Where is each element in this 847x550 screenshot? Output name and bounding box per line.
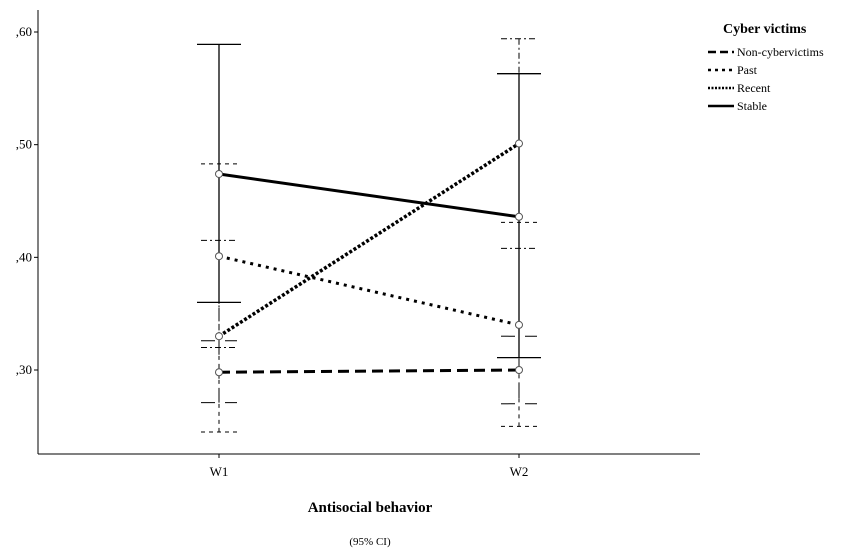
data-markers xyxy=(215,139,523,377)
series-lines xyxy=(218,142,520,374)
data-point-stable xyxy=(215,169,223,178)
legend-label-stable: Stable xyxy=(737,99,767,113)
series-line-stable xyxy=(218,172,520,219)
series-line-past xyxy=(218,254,520,327)
data-point-recent xyxy=(215,332,223,341)
data-point-past xyxy=(215,252,223,261)
data-point-recent xyxy=(515,139,523,148)
error-bars xyxy=(197,38,541,433)
axes: ,30 ,40 ,50 ,60 W1 W2 xyxy=(16,10,700,479)
data-point-non-cybervictims xyxy=(215,368,223,377)
y-tick-label: ,60 xyxy=(16,24,32,39)
x-tick-label: W2 xyxy=(510,464,529,479)
y-tick-label: ,40 xyxy=(16,249,32,264)
legend-label-recent: Recent xyxy=(737,81,771,95)
x-axis-sublabel: (95% CI) xyxy=(349,536,391,548)
legend: Cyber victims Non-cybervictims Past Recent… xyxy=(708,22,824,113)
y-tick-label: ,30 xyxy=(16,362,32,377)
data-point-stable xyxy=(515,212,523,221)
x-axis-label: Antisocial behavior xyxy=(308,500,433,516)
series-line-non-cybervictims xyxy=(218,368,520,374)
data-point-past xyxy=(515,320,523,329)
legend-label-past: Past xyxy=(737,63,758,77)
data-point-non-cybervictims xyxy=(515,366,523,374)
legend-label-non-cybervictims: Non-cybervictims xyxy=(737,45,824,59)
y-tick-label: ,50 xyxy=(16,137,32,152)
series-line-recent xyxy=(218,142,520,338)
x-tick-label: W1 xyxy=(210,464,229,479)
legend-title: Cyber victims xyxy=(723,22,807,37)
